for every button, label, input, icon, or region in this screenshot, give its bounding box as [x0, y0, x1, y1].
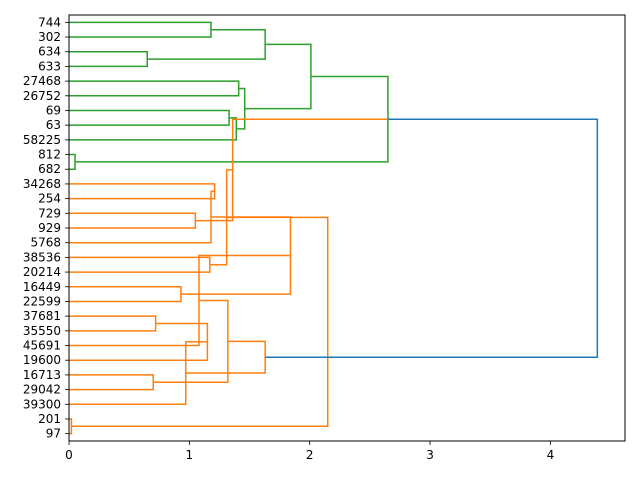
leaf-label: 69	[46, 103, 61, 117]
leaf-label: 16449	[23, 280, 61, 294]
leaf-label: 37681	[23, 309, 61, 323]
dendrogram-link	[69, 50, 148, 68]
leaf-label: 97	[46, 427, 61, 441]
dendrogram-link	[69, 80, 240, 97]
dendrogram-link	[69, 418, 73, 435]
leaf-label: 20214	[23, 265, 61, 279]
x-tick-label: 2	[306, 448, 314, 462]
leaf-label: 682	[38, 162, 61, 176]
leaf-label: 35550	[23, 324, 61, 338]
leaf-label: 38536	[23, 250, 61, 264]
leaf-label: 45691	[23, 339, 61, 353]
dendrogram-link	[153, 299, 229, 383]
dendrogram-link	[69, 117, 238, 141]
leaf-label: 634	[38, 45, 61, 59]
dendrogram-link	[69, 315, 157, 332]
leaf-label: 254	[38, 192, 61, 206]
dendrogram-link	[147, 28, 266, 60]
dendrogram-link	[69, 374, 154, 391]
leaf-label: 58225	[23, 133, 61, 147]
plot-frame	[68, 14, 626, 442]
leaf-label: 633	[38, 59, 61, 73]
dendrogram-link	[69, 153, 76, 170]
leaf-label: 744	[38, 15, 61, 29]
dendrogram-link	[195, 118, 388, 222]
leaf-labels: 7443026346332746826752696358225812682342…	[23, 15, 69, 441]
dendrogram-links	[69, 21, 599, 435]
x-tick-label: 0	[65, 448, 73, 462]
x-axis-ticks: 0 1 2 3 4	[65, 441, 554, 462]
leaf-label: 5768	[30, 236, 61, 250]
dendrogram-link	[69, 254, 291, 347]
leaf-label: 26752	[23, 89, 61, 103]
dendrogram-link	[71, 216, 329, 428]
leaf-label: 729	[38, 206, 61, 220]
leaf-label: 34268	[23, 177, 61, 191]
dendrogram-link	[265, 118, 599, 358]
leaf-label: 929	[38, 221, 61, 235]
dendrogram-link	[185, 340, 266, 374]
x-tick-label: 4	[547, 448, 555, 462]
leaf-label: 16713	[23, 368, 61, 382]
dendrogram-link	[244, 43, 312, 110]
x-tick-label: 3	[426, 448, 434, 462]
leaf-label: 63	[46, 118, 61, 132]
leaf-label: 27468	[23, 74, 61, 88]
leaf-label: 29042	[23, 383, 61, 397]
leaf-label: 812	[38, 148, 61, 162]
x-tick-label: 1	[186, 448, 194, 462]
dendrogram-link	[69, 286, 182, 303]
leaf-label: 39300	[23, 397, 61, 411]
dendrogram-link	[69, 256, 211, 273]
leaf-label: 19600	[23, 353, 61, 367]
leaf-label: 302	[38, 30, 61, 44]
leaf-label: 22599	[23, 294, 61, 308]
leaf-label: 201	[38, 412, 61, 426]
